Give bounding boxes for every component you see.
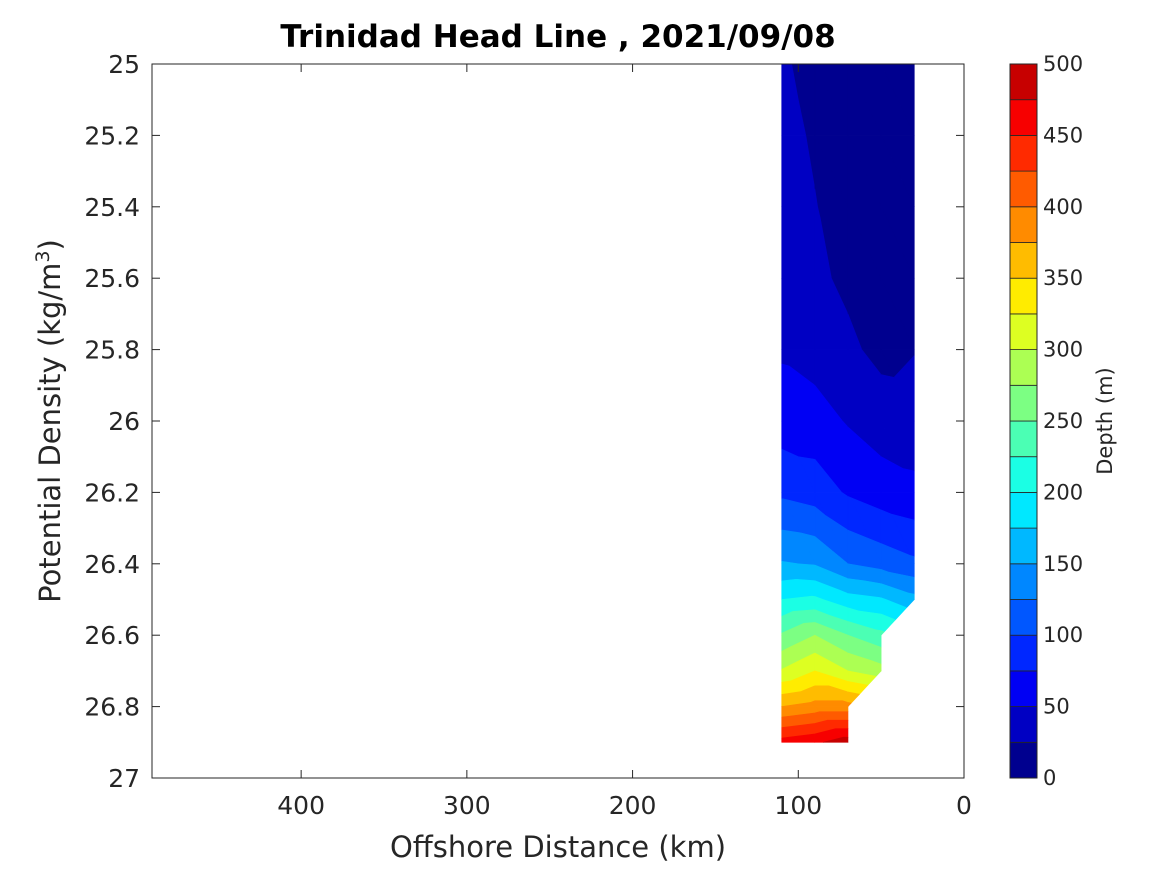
y-tick-label: 25.6	[84, 264, 140, 293]
y-tick-label: 25.8	[84, 336, 140, 365]
x-tick-label: 400	[277, 791, 325, 820]
x-tick-label: 200	[609, 791, 657, 820]
colorbar-segment	[1009, 634, 1038, 672]
colorbar-segment	[1009, 206, 1038, 243]
colorbar-segment	[1009, 313, 1038, 350]
y-tick-label: 26	[108, 407, 140, 436]
y-axis-label: Potential Density (kg/m3)	[32, 239, 67, 603]
colorbar-ticks: 0 50 100 150 200 250 300 350 400 450 500	[1043, 52, 1083, 790]
y-tick-label: 25.4	[84, 193, 140, 222]
colorbar-tick-label: 50	[1043, 695, 1070, 719]
colorbar-tick-label: 300	[1043, 338, 1083, 362]
contour-band-7	[880, 599, 907, 621]
colorbar-segment	[1009, 599, 1038, 636]
colorbar-tick-label: 100	[1043, 623, 1083, 647]
y-tick-label: 26.2	[84, 478, 140, 507]
y-tick-label: 26.6	[84, 621, 140, 650]
colorbar-tick-label: 500	[1043, 52, 1083, 76]
y-tick-label: 26.8	[84, 693, 140, 722]
colorbar-segment	[1009, 491, 1038, 529]
colorbar-segment	[1009, 706, 1038, 743]
y-tick-label: 27	[108, 764, 140, 793]
y-tick-label: 25.2	[84, 121, 140, 150]
contour-band-18	[781, 734, 816, 743]
colorbar-segment	[1009, 277, 1038, 315]
y-axis-label-superscript: 3	[32, 250, 54, 262]
x-tick-label: 300	[443, 791, 491, 820]
contour-band-15	[814, 706, 849, 712]
y-axis-ticks: 25 25.2 25.4 25.6 25.8 26 26.2 26.4 26.6 26.8 27	[84, 50, 964, 793]
colorbar-frame	[1009, 63, 1038, 779]
colorbar-segment	[1009, 63, 1038, 101]
y-tick-label: 26.4	[84, 550, 140, 579]
colorbar-tick-label: 0	[1043, 766, 1056, 790]
colorbar-segment	[1009, 384, 1038, 422]
contour-band-15	[847, 702, 852, 707]
colorbar-label: Depth (m)	[1093, 367, 1117, 474]
y-tick-label: 25	[108, 50, 140, 79]
colorbar-tick-label: 350	[1043, 266, 1083, 290]
x-tick-label: 100	[774, 791, 822, 820]
contour-band-15	[814, 700, 849, 707]
chart-title: Trinidad Head Line , 2021/09/08	[280, 19, 835, 55]
colorbar-tick-label: 400	[1043, 195, 1083, 219]
colorbar-tick-label: 150	[1043, 552, 1083, 576]
colorbar-segment	[1009, 670, 1038, 708]
colorbar-segment	[1009, 99, 1038, 136]
y-axis-label-end: )	[33, 239, 67, 250]
colorbar	[1009, 63, 1038, 779]
contour-fill	[781, 64, 915, 743]
colorbar-segment	[1009, 170, 1038, 208]
colorbar-segment	[1009, 349, 1038, 386]
colorbar-segment	[1009, 242, 1038, 279]
colorbar-tick-label: 250	[1043, 409, 1083, 433]
colorbar-segment	[1009, 527, 1038, 565]
colorbar-tick-label: 200	[1043, 480, 1083, 504]
colorbar-segment	[1009, 741, 1038, 779]
colorbar-segment	[1009, 563, 1038, 600]
contour-band-14	[847, 691, 860, 704]
colorbar-segment	[1009, 456, 1038, 493]
colorbar-segment	[1009, 134, 1038, 172]
y-axis-label-main: Potential Density (kg/m	[33, 263, 67, 603]
colorbar-segment	[1009, 420, 1038, 458]
x-tick-label: 0	[956, 791, 972, 820]
contour-band-19	[822, 736, 849, 743]
x-axis-ticks: 400 300 200 100 0	[277, 64, 972, 820]
contour-band-9	[880, 630, 885, 636]
x-axis-label: Offshore Distance (km)	[390, 830, 726, 864]
colorbar-tick-label: 450	[1043, 123, 1083, 147]
